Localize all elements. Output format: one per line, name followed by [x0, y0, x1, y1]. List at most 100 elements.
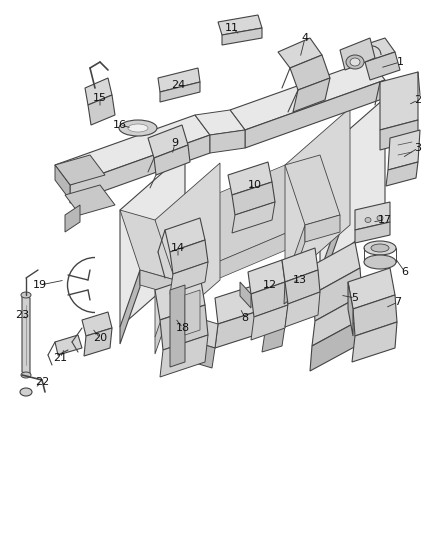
- Polygon shape: [245, 80, 385, 148]
- Text: 11: 11: [225, 23, 239, 33]
- Text: 15: 15: [93, 93, 107, 103]
- Polygon shape: [285, 270, 320, 304]
- Polygon shape: [310, 320, 360, 371]
- Polygon shape: [285, 292, 320, 327]
- Ellipse shape: [346, 55, 364, 69]
- Ellipse shape: [371, 244, 389, 252]
- Ellipse shape: [20, 388, 32, 396]
- Polygon shape: [320, 98, 385, 272]
- Ellipse shape: [128, 124, 148, 132]
- Polygon shape: [305, 215, 340, 242]
- Polygon shape: [312, 295, 362, 346]
- Polygon shape: [155, 275, 205, 320]
- Polygon shape: [65, 185, 115, 215]
- Polygon shape: [340, 38, 375, 70]
- Text: 12: 12: [263, 280, 277, 290]
- Ellipse shape: [365, 217, 371, 222]
- Polygon shape: [195, 318, 218, 348]
- Ellipse shape: [377, 215, 383, 221]
- Polygon shape: [170, 240, 208, 274]
- Polygon shape: [365, 52, 400, 80]
- Polygon shape: [313, 268, 362, 321]
- Polygon shape: [278, 38, 322, 68]
- Polygon shape: [165, 218, 205, 252]
- Polygon shape: [160, 305, 208, 350]
- Polygon shape: [154, 145, 190, 175]
- Ellipse shape: [364, 255, 396, 269]
- Polygon shape: [308, 242, 360, 294]
- Polygon shape: [228, 162, 272, 195]
- Polygon shape: [195, 110, 245, 135]
- Polygon shape: [170, 285, 185, 367]
- Ellipse shape: [21, 292, 31, 298]
- Polygon shape: [218, 15, 262, 35]
- Polygon shape: [70, 135, 210, 203]
- Polygon shape: [210, 130, 245, 153]
- Polygon shape: [170, 262, 208, 294]
- Polygon shape: [55, 115, 210, 185]
- Polygon shape: [285, 225, 305, 299]
- Text: 23: 23: [15, 310, 29, 320]
- Polygon shape: [353, 295, 397, 336]
- Text: 18: 18: [176, 323, 190, 333]
- Polygon shape: [160, 335, 208, 377]
- Ellipse shape: [21, 372, 31, 378]
- Text: 4: 4: [301, 33, 308, 43]
- Polygon shape: [293, 78, 330, 112]
- Polygon shape: [148, 125, 188, 158]
- Polygon shape: [120, 270, 140, 344]
- Polygon shape: [251, 305, 288, 340]
- Polygon shape: [348, 282, 353, 336]
- Text: 5: 5: [352, 293, 358, 303]
- Polygon shape: [175, 225, 305, 297]
- Polygon shape: [55, 155, 105, 185]
- Text: 3: 3: [414, 143, 421, 153]
- Polygon shape: [155, 280, 175, 354]
- Polygon shape: [380, 120, 418, 150]
- Text: 1: 1: [396, 57, 403, 67]
- Text: 14: 14: [171, 243, 185, 253]
- Ellipse shape: [364, 241, 396, 255]
- Polygon shape: [320, 215, 340, 289]
- Text: 17: 17: [378, 215, 392, 225]
- Text: 2: 2: [414, 95, 421, 105]
- Polygon shape: [380, 72, 418, 130]
- Polygon shape: [160, 82, 200, 102]
- Polygon shape: [285, 155, 340, 225]
- Polygon shape: [88, 95, 115, 125]
- Polygon shape: [120, 210, 175, 280]
- Polygon shape: [55, 165, 70, 200]
- Polygon shape: [355, 222, 390, 243]
- Text: 19: 19: [33, 280, 47, 290]
- Polygon shape: [215, 308, 268, 348]
- Text: 6: 6: [402, 267, 409, 277]
- Polygon shape: [388, 130, 420, 170]
- Polygon shape: [155, 163, 220, 337]
- Polygon shape: [290, 55, 330, 90]
- Text: 22: 22: [35, 377, 49, 387]
- Ellipse shape: [119, 120, 157, 136]
- Polygon shape: [232, 182, 275, 215]
- Polygon shape: [265, 302, 288, 332]
- Polygon shape: [248, 260, 285, 294]
- Polygon shape: [84, 328, 112, 356]
- Text: 21: 21: [53, 353, 67, 363]
- Text: 7: 7: [395, 297, 402, 307]
- Polygon shape: [251, 282, 288, 317]
- Text: 9: 9: [171, 138, 179, 148]
- Polygon shape: [140, 270, 175, 295]
- Polygon shape: [230, 60, 385, 130]
- Polygon shape: [65, 205, 80, 232]
- Polygon shape: [352, 322, 397, 362]
- Polygon shape: [282, 248, 318, 282]
- Polygon shape: [82, 312, 112, 336]
- Text: 20: 20: [93, 333, 107, 343]
- Polygon shape: [262, 326, 285, 352]
- Polygon shape: [55, 335, 82, 355]
- Text: 24: 24: [171, 80, 185, 90]
- Polygon shape: [240, 282, 251, 308]
- Polygon shape: [192, 342, 215, 368]
- Polygon shape: [155, 165, 305, 280]
- Polygon shape: [285, 108, 350, 282]
- Polygon shape: [355, 38, 395, 62]
